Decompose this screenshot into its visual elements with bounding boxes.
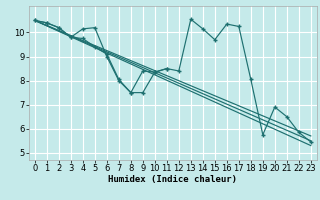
X-axis label: Humidex (Indice chaleur): Humidex (Indice chaleur) — [108, 175, 237, 184]
